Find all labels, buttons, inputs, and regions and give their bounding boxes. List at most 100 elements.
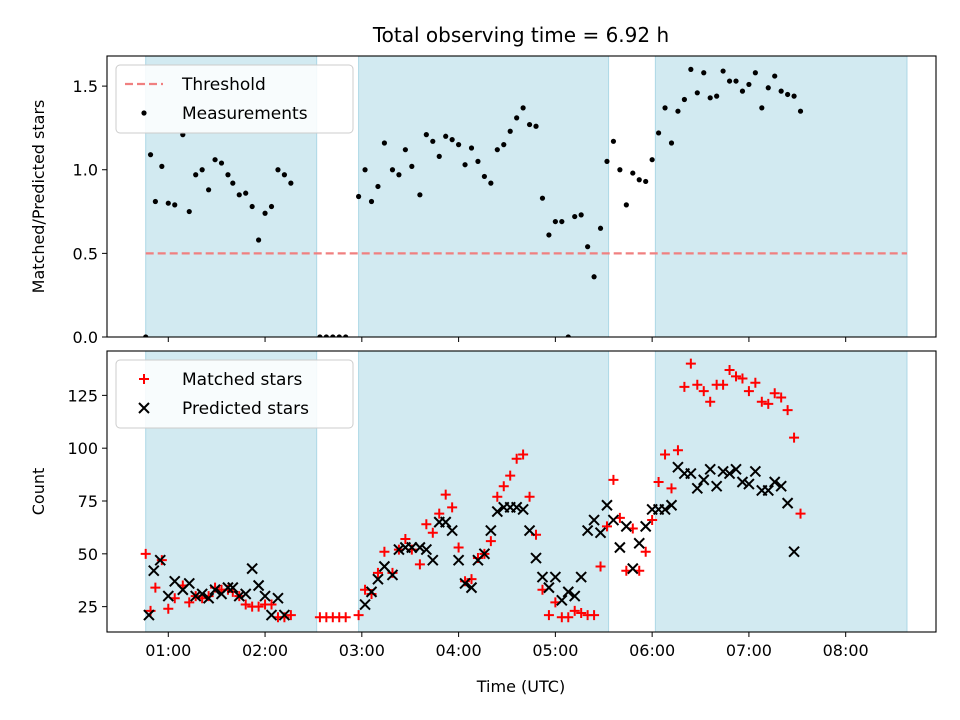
measurement-point [402, 147, 408, 153]
predicted-point [717, 465, 729, 478]
measurement-point [330, 334, 336, 337]
matched-point [718, 379, 729, 390]
predicted-point [769, 476, 781, 488]
matched-point [492, 491, 503, 502]
measurement-point [199, 167, 205, 173]
measurement-point [636, 177, 642, 183]
measurement-point [578, 212, 584, 218]
measurement-point [436, 153, 442, 159]
predicted-point [239, 588, 252, 600]
measurement-point [488, 180, 494, 186]
predicted-point [227, 581, 239, 594]
matched-point [647, 515, 658, 526]
measurement-point [443, 133, 449, 139]
measurement-point [249, 203, 255, 210]
matched-point [705, 396, 716, 407]
predicted-point [183, 577, 195, 590]
matched-point [421, 519, 432, 530]
measurement-point [572, 213, 578, 220]
measurement-point [533, 123, 539, 129]
predicted-point [393, 543, 405, 556]
predicted-point [704, 463, 716, 476]
predicted-point [781, 497, 794, 509]
measurement-point [655, 130, 662, 136]
bottom-panel: 01:00 02:00 03:00 04:00 05:00 06:00 07:00 08:00… [29, 350, 937, 660]
matched-point [266, 599, 277, 610]
measurement-point [501, 142, 507, 148]
y-axis-label: Count [29, 468, 48, 516]
measurement-point [623, 202, 629, 208]
predicted-point [233, 590, 245, 602]
matched-point [340, 612, 351, 623]
matched-point [427, 527, 438, 538]
measurement-point [417, 192, 423, 198]
measurement-point [539, 195, 546, 201]
predicted-point [698, 474, 710, 486]
x-tick-label: 01:00 [145, 641, 191, 660]
matched-point [692, 379, 703, 390]
legend-matched-swatch [139, 374, 149, 384]
predicted-point [259, 590, 271, 602]
predicted-point [736, 476, 749, 488]
matched-point [240, 599, 251, 610]
predicted-point [556, 594, 568, 607]
measurement-point [143, 334, 149, 337]
predicted-point [439, 516, 452, 528]
matched-point [505, 470, 516, 481]
predicted-point [162, 590, 174, 602]
predicted-point [265, 609, 278, 621]
y-tick-label: 100 [67, 439, 98, 458]
legend-measurement-swatch [141, 110, 147, 116]
predicted-point [665, 499, 678, 511]
y-tick-label: 50 [78, 545, 98, 564]
measurement-point [381, 140, 388, 146]
matched-point [569, 605, 580, 616]
measurement-point [206, 187, 212, 193]
measurement-point [455, 142, 462, 148]
matched-point [150, 582, 161, 593]
y-tick-label: 25 [78, 598, 98, 617]
measurement-point [694, 90, 700, 96]
y-tick-label: 1.0 [73, 161, 98, 180]
measurement-point [746, 81, 752, 88]
y-tick-label: 1.5 [73, 77, 98, 96]
measurement-point [275, 167, 281, 173]
measurement-point [356, 193, 362, 200]
predicted-point [749, 465, 762, 478]
measurement-point [604, 158, 610, 164]
measurement-point [468, 145, 475, 151]
predicted-point [452, 554, 465, 566]
measurement-point [791, 93, 797, 99]
data-series [140, 358, 806, 623]
measurement-point [617, 167, 623, 173]
predicted-point [523, 524, 536, 537]
predicted-point [359, 598, 371, 611]
x-axis-label: Time (UTC) [476, 677, 565, 696]
measurement-point [449, 137, 455, 143]
matched-point [285, 610, 296, 621]
predicted-point [427, 554, 439, 566]
x-tick-label: 04:00 [436, 641, 482, 660]
measurement-point [559, 218, 565, 225]
predicted-point [278, 609, 291, 621]
matched-point [763, 398, 774, 409]
matched-point [400, 534, 411, 545]
predicted-point [252, 579, 265, 592]
measurement-point [688, 66, 694, 72]
measurement-point [212, 157, 218, 163]
matched-point [485, 536, 496, 547]
measurement-point [225, 172, 231, 178]
legend-label: Predicted stars [182, 399, 309, 419]
measurement-point [343, 334, 349, 337]
measurement-point [701, 70, 707, 76]
predicted-point [575, 571, 587, 583]
predicted-point [143, 609, 155, 621]
matched-point [518, 449, 529, 460]
measurement-point [159, 163, 165, 169]
matched-point [672, 445, 683, 456]
measurement-point [368, 198, 375, 205]
predicted-point [581, 524, 594, 537]
predicted-point [730, 463, 742, 476]
measurement-point [610, 138, 617, 144]
